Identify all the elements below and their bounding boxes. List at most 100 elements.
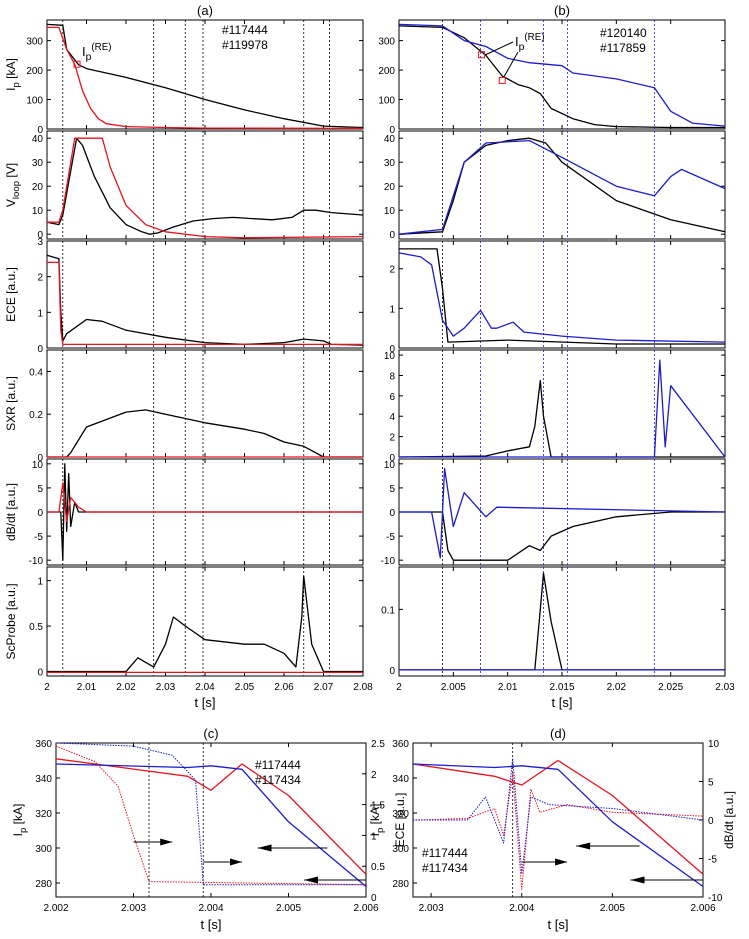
y-tick-label: 10 bbox=[384, 206, 396, 217]
annotation-arrow bbox=[503, 51, 519, 77]
y-tick-label: 0 bbox=[37, 667, 43, 678]
y-tick-label: 2 bbox=[37, 273, 43, 284]
annotation-arrow bbox=[485, 41, 514, 56]
x-tick-label: 2.003 bbox=[121, 903, 146, 914]
x-tick-label: 2.06 bbox=[274, 682, 294, 693]
y-tick-label-right: 0 bbox=[371, 893, 377, 904]
y-tick-label-left: 300 bbox=[35, 844, 52, 855]
y-tick-label-left: 360 bbox=[392, 739, 409, 750]
y-tick-label-left: 320 bbox=[35, 809, 52, 820]
series-117444-line bbox=[47, 26, 364, 130]
axis-arrow-head bbox=[555, 858, 568, 866]
y-tick-label-left: 340 bbox=[35, 774, 52, 785]
series-119978-line bbox=[46, 23, 364, 129]
series-117434-line bbox=[412, 763, 704, 888]
y-tick-label: 0 bbox=[37, 453, 43, 464]
subplot-a-1: 0 100 200 300 Ip [kA] Ip(RE) bbox=[4, 19, 364, 136]
subplot-a-5: -10 -5 0 5 10 dB/dt [a.u.] bbox=[4, 458, 364, 567]
y-tick-label-left: 340 bbox=[392, 774, 409, 785]
y-axis-label: Ip [kA] bbox=[4, 58, 22, 91]
y-tick-label: 2 bbox=[389, 265, 395, 276]
axis-arrow-head bbox=[230, 858, 242, 866]
series-117434-dB/dt-line bbox=[413, 757, 704, 875]
subplot-b-1: 0 100 200 300 Ip(RE) bbox=[378, 19, 726, 136]
y-tick-label: 2 bbox=[389, 433, 395, 444]
x-tick-label: 2.025 bbox=[658, 682, 683, 693]
x-tick-label: 2.03 bbox=[715, 682, 735, 693]
y-tick-label-right: 10 bbox=[708, 739, 720, 750]
axis-arrow-head bbox=[576, 842, 591, 850]
subplot-b-3: 0 1 2 bbox=[389, 240, 726, 355]
x-tick-label: 2.04 bbox=[195, 682, 215, 693]
series-119978-line bbox=[47, 575, 363, 673]
y-tick-label-right: 1 bbox=[371, 831, 377, 842]
annotation-marker bbox=[478, 51, 486, 59]
x-tick-label: 2.08 bbox=[353, 682, 373, 693]
y-tick-label-right: 0.5 bbox=[371, 862, 385, 873]
y-tick-label: 20 bbox=[384, 182, 396, 193]
y-tick-label: 1 bbox=[37, 577, 43, 588]
axis-arrow-head bbox=[257, 844, 272, 852]
x-tick-label: 2.02 bbox=[116, 682, 136, 693]
panel-label-b: (b) bbox=[554, 3, 570, 18]
y-axis-label-right: dB/dt [a.u.] bbox=[722, 791, 736, 849]
y-tick-label: 5 bbox=[37, 484, 43, 495]
y-tick-label: 0 bbox=[389, 125, 395, 136]
y-tick-label: 0.4 bbox=[29, 367, 43, 378]
x-axis-label: t [s] bbox=[201, 917, 222, 932]
series-119978-line bbox=[46, 137, 364, 235]
y-tick-label: 20 bbox=[32, 182, 44, 193]
annotation-ip-re: Ip(RE) bbox=[515, 32, 544, 53]
y-tick-label: 10 bbox=[384, 351, 396, 362]
x-tick-label: 2.006 bbox=[690, 903, 715, 914]
y-tick-label: 30 bbox=[384, 158, 396, 169]
legend-entry-117859: #117859 bbox=[600, 41, 646, 55]
axis-arrow-head bbox=[630, 876, 645, 884]
subplot-frame bbox=[398, 566, 726, 677]
series-119978-line bbox=[46, 254, 364, 346]
y-tick-label: 30 bbox=[32, 158, 44, 169]
legend-entry-117444: #117444 bbox=[222, 23, 268, 37]
series-117444-line bbox=[412, 759, 704, 875]
legend-entry-117434: #117434 bbox=[422, 861, 468, 875]
y-tick-label-right: 2.5 bbox=[371, 739, 385, 750]
y-tick-label: 10 bbox=[384, 460, 396, 471]
subplot-frame bbox=[398, 240, 726, 349]
y-tick-label-right: 1.5 bbox=[371, 801, 385, 812]
y-tick-label: 8 bbox=[389, 371, 395, 382]
x-tick-label: 2.006 bbox=[353, 903, 378, 914]
series-117444-line bbox=[47, 261, 363, 346]
y-tick-label: 10 bbox=[32, 460, 44, 471]
y-tick-label: 0 bbox=[389, 344, 395, 355]
y-tick-label: 200 bbox=[26, 66, 43, 77]
series-120140-line bbox=[398, 379, 725, 458]
series-117859-line bbox=[398, 23, 726, 127]
subplot-a-3: 0 1 2 3 ECE [a.u.] bbox=[4, 237, 364, 355]
y-axis-label: Vloop [V] bbox=[4, 163, 22, 207]
y-tick-label: 3 bbox=[37, 237, 43, 248]
panel-label-a: (a) bbox=[197, 3, 213, 18]
y-tick-label: -5 bbox=[34, 532, 43, 543]
y-tick-label: 4 bbox=[389, 412, 395, 423]
y-tick-label-left: 300 bbox=[392, 844, 409, 855]
series-117444-line bbox=[47, 137, 364, 239]
y-tick-label: 100 bbox=[378, 96, 395, 107]
series-120140-line bbox=[398, 25, 725, 129]
x-tick-label: 2.002 bbox=[43, 903, 68, 914]
y-tick-label-left: 360 bbox=[35, 739, 52, 750]
y-tick-label-right: 2 bbox=[371, 770, 377, 781]
y-axis-label: SXR [a.u.] bbox=[4, 376, 18, 431]
series-117444-ECE-line bbox=[55, 745, 367, 886]
subplot-frame bbox=[46, 566, 364, 677]
subplot-a-6: 0 0.5 1 ScProbe [a.u.] bbox=[4, 566, 364, 678]
x-tick-label: 2.003 bbox=[419, 903, 444, 914]
subplot-frame bbox=[46, 349, 364, 458]
series-117444-line bbox=[55, 758, 367, 875]
annotation-marker bbox=[498, 76, 506, 84]
y-tick-label: 300 bbox=[378, 37, 395, 48]
subplot-a-4: 0 0.2 0.4 SXR [a.u.] bbox=[4, 349, 364, 464]
subplot-b-6: 00.1 bbox=[381, 566, 726, 677]
series-117434-line bbox=[55, 763, 367, 887]
series-120140-line bbox=[399, 511, 725, 561]
